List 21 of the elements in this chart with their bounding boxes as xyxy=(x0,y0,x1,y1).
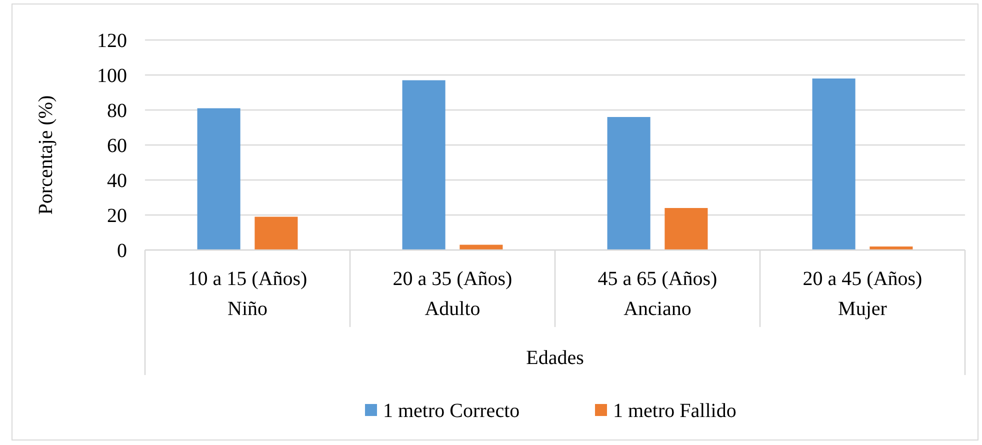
y-tick-label: 0 xyxy=(117,240,127,262)
y-tick-label: 80 xyxy=(107,100,127,122)
x-tick-label: 45 a 65 (Años) Anciano xyxy=(598,268,718,320)
bar xyxy=(402,80,446,250)
y-tick-label: 100 xyxy=(97,65,127,87)
bar xyxy=(664,208,708,250)
y-axis-title: Porcentaje (%) xyxy=(35,95,57,215)
legend-label: 1 metro Correcto xyxy=(383,400,520,422)
legend-label: 1 metro Fallido xyxy=(613,400,736,422)
y-tick-label: 60 xyxy=(107,135,127,157)
x-tick-label: 20 a 35 (Años) Adulto xyxy=(392,268,512,320)
y-tick-label: 40 xyxy=(107,170,127,192)
x-tick-label: 20 a 45 (Años) Mujer xyxy=(802,268,922,320)
x-axis-title: Edades xyxy=(526,347,584,369)
y-tick-label: 20 xyxy=(107,205,127,227)
bar xyxy=(254,216,298,250)
bar xyxy=(607,117,650,250)
x-tick-label: 10 a 15 (Años) Niño xyxy=(188,268,308,320)
bar xyxy=(197,108,240,250)
y-tick-label: 120 xyxy=(97,30,127,52)
bar xyxy=(812,78,856,250)
